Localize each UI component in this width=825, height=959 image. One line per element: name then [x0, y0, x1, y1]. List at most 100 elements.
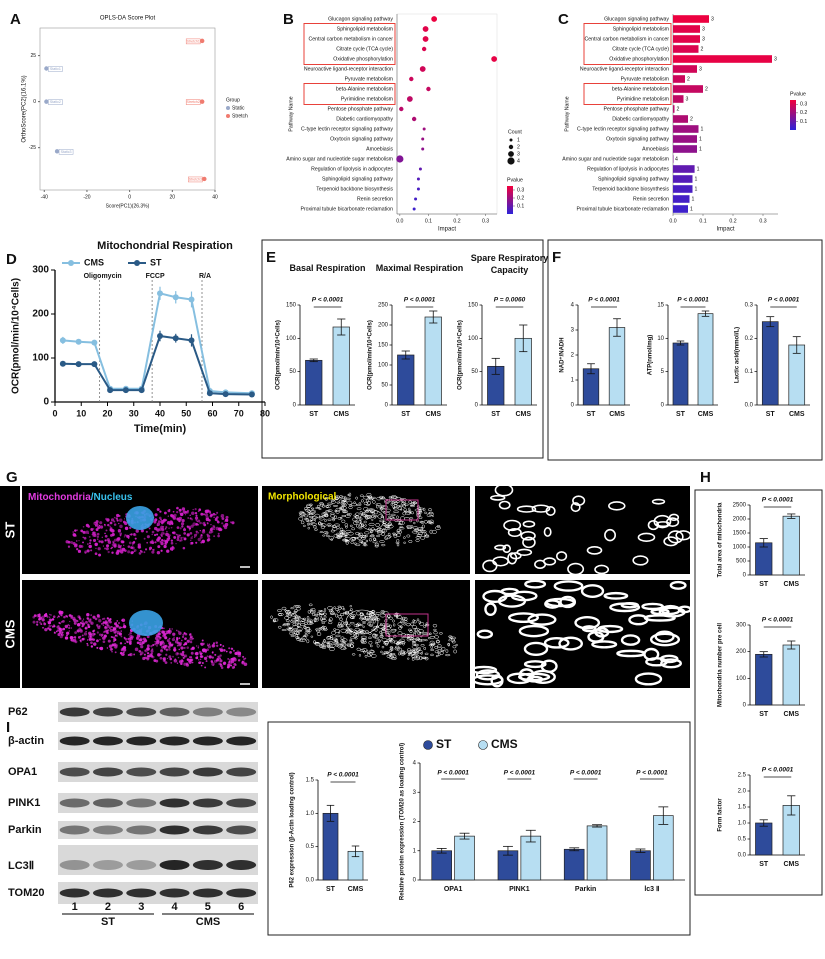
mito-outline — [348, 512, 352, 516]
mito-outline — [307, 509, 311, 513]
mito-outline — [295, 614, 298, 619]
zoom-ring — [620, 634, 641, 646]
mito-signal — [42, 626, 44, 629]
mito-outline — [381, 521, 387, 524]
pathway-bar — [673, 115, 688, 123]
mito-signal — [130, 546, 133, 549]
mito-signal — [104, 539, 107, 542]
mito-signal — [120, 652, 123, 655]
mito-signal — [206, 534, 211, 538]
plot-frame — [39, 27, 216, 191]
count-label: 3 — [686, 96, 689, 102]
mito-signal — [93, 642, 97, 646]
mito-signal — [164, 661, 168, 665]
mito-outline — [427, 520, 431, 523]
mito-outline — [287, 609, 290, 612]
pathway-label: Pyrimidine metabolism — [617, 96, 669, 102]
pathway-bubble — [411, 116, 417, 122]
mito-signal — [191, 646, 195, 650]
mito-outline — [390, 628, 397, 633]
mito-signal — [176, 526, 180, 529]
mito-outline — [372, 500, 376, 504]
y-tick-label: 50 — [381, 383, 388, 389]
mito-outline — [392, 623, 396, 627]
mito-outline — [381, 532, 385, 537]
plot-frame — [396, 13, 498, 215]
mito-outline — [386, 652, 389, 654]
x-tick-label: 80 — [260, 408, 270, 418]
mito-signal — [87, 543, 89, 545]
mito-signal — [116, 538, 120, 542]
mito-outline — [321, 621, 326, 624]
mito-signal — [77, 549, 82, 553]
mito-outline — [382, 505, 389, 509]
mito-signal — [72, 531, 74, 533]
mito-outline — [348, 492, 352, 497]
mito-outline — [343, 647, 347, 650]
mito-outline — [421, 524, 425, 529]
mito-signal — [62, 627, 66, 631]
mito-signal — [157, 632, 161, 636]
mito-outline — [450, 638, 455, 643]
mito-signal — [201, 652, 203, 655]
pathway-label: Proximal tubule bicarbonate reclamation — [576, 206, 669, 212]
mito-outline — [397, 631, 403, 635]
y-tick-label: 2000 — [733, 517, 747, 523]
mito-signal — [178, 641, 183, 645]
mito-outline — [318, 612, 325, 615]
mito-outline — [411, 648, 415, 651]
mito-outline — [364, 630, 370, 633]
mito-signal — [189, 659, 193, 662]
mito-outline — [368, 624, 374, 627]
mito-signal — [193, 533, 198, 537]
zoom-ring — [608, 501, 626, 511]
mito-signal — [47, 621, 52, 625]
mito-outline — [346, 500, 353, 505]
mito-signal — [144, 650, 146, 652]
mito-outline — [354, 536, 359, 539]
mito-signal — [216, 516, 219, 519]
series-point — [157, 333, 163, 339]
mito-outline — [325, 532, 329, 535]
mito-outline — [368, 622, 374, 626]
mito-signal — [32, 620, 36, 624]
color-tick-label: 0.3 — [800, 102, 807, 108]
mito-outline — [410, 502, 416, 506]
mito-outline — [293, 628, 298, 632]
blot-band — [226, 767, 257, 777]
mito-signal — [188, 527, 192, 530]
mito-signal — [38, 613, 41, 616]
mito-signal — [164, 542, 168, 546]
mito-outline — [327, 606, 334, 610]
mito-outline — [390, 513, 396, 517]
mito-signal — [123, 536, 126, 538]
mito-outline — [309, 622, 314, 625]
mito-outline — [413, 631, 417, 634]
pathway-label: Oxidative phosphorylation — [333, 56, 393, 62]
blot-band — [92, 767, 123, 777]
x-tick-label: 0 — [52, 408, 57, 418]
x-axis-label: Impact — [716, 227, 734, 233]
blot-band — [59, 888, 90, 898]
blot-band — [126, 736, 157, 746]
mito-signal — [94, 552, 98, 556]
mito-signal — [94, 617, 98, 621]
y-tick-label: 200 — [378, 323, 389, 329]
mito-outline — [307, 610, 312, 614]
mito-outline — [290, 635, 296, 637]
mito-outline — [408, 507, 411, 511]
group-label: ST — [101, 916, 115, 928]
pathway-label: Regulation of lipolysis in adipocytes — [311, 166, 393, 172]
y-tick-label: 0 — [571, 403, 575, 409]
count-label: 1 — [701, 126, 704, 132]
pathway-label: Pentose phosphate pathway — [604, 106, 670, 112]
mito-signal — [178, 508, 182, 512]
mito-signal — [80, 529, 84, 533]
panel-letter: C — [558, 11, 569, 28]
bar — [454, 835, 475, 881]
pathway-label: Diabetic cardiomyopathy — [612, 116, 669, 122]
mito-signal — [215, 641, 218, 644]
bar — [630, 850, 651, 881]
mito-signal — [205, 660, 208, 663]
mito-signal — [102, 545, 105, 547]
